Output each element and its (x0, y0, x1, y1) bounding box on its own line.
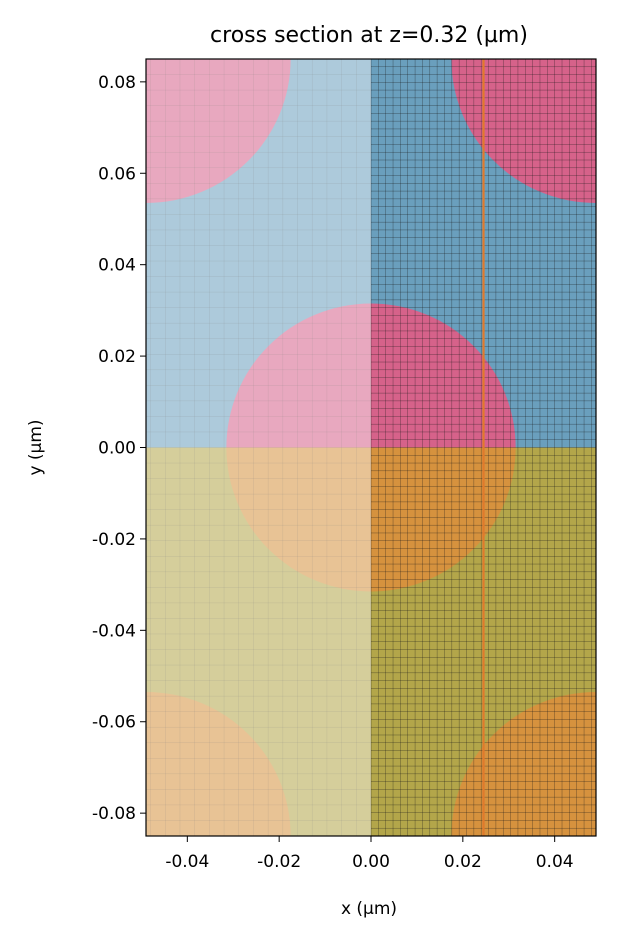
x-tick-label-4: 0.04 (536, 852, 574, 872)
x-tick-label-0: -0.04 (165, 852, 209, 872)
y-tick-label-5: -0.02 (92, 530, 136, 550)
y-tick-label-6: -0.04 (92, 621, 136, 641)
circle-upper-2 (146, 59, 291, 203)
chart-title: cross section at z=0.32 (µm) (210, 23, 528, 48)
y-tick-label-2: 0.04 (98, 256, 136, 276)
y-tick-label-0: 0.08 (98, 73, 136, 93)
y-axis: 0.08 0.06 0.04 0.02 0.00 -0.02 -0.04 -0.06 -0.08 (92, 73, 146, 824)
x-axis-label: x (µm) (341, 899, 397, 919)
circle-lower-4 (146, 692, 291, 836)
y-tick-label-4: 0.00 (98, 439, 136, 459)
y-axis-label: y (µm) (26, 419, 46, 475)
x-tick-label-2: 0.00 (352, 852, 390, 872)
y-tick-label-1: 0.06 (98, 164, 136, 184)
mesh-grid-left (146, 59, 372, 836)
y-tick-label-3: 0.02 (98, 347, 136, 367)
y-tick-label-8: -0.08 (92, 804, 136, 824)
circle-lower-3 (451, 692, 596, 836)
x-tick-label-1: -0.02 (257, 852, 301, 872)
y-tick-label-7: -0.06 (92, 713, 136, 733)
x-tick-label-3: 0.02 (444, 852, 482, 872)
symmetry-overlay (146, 59, 371, 836)
x-axis: -0.04 -0.02 0.00 0.02 0.04 (165, 836, 574, 872)
circle-upper-1 (451, 59, 596, 203)
